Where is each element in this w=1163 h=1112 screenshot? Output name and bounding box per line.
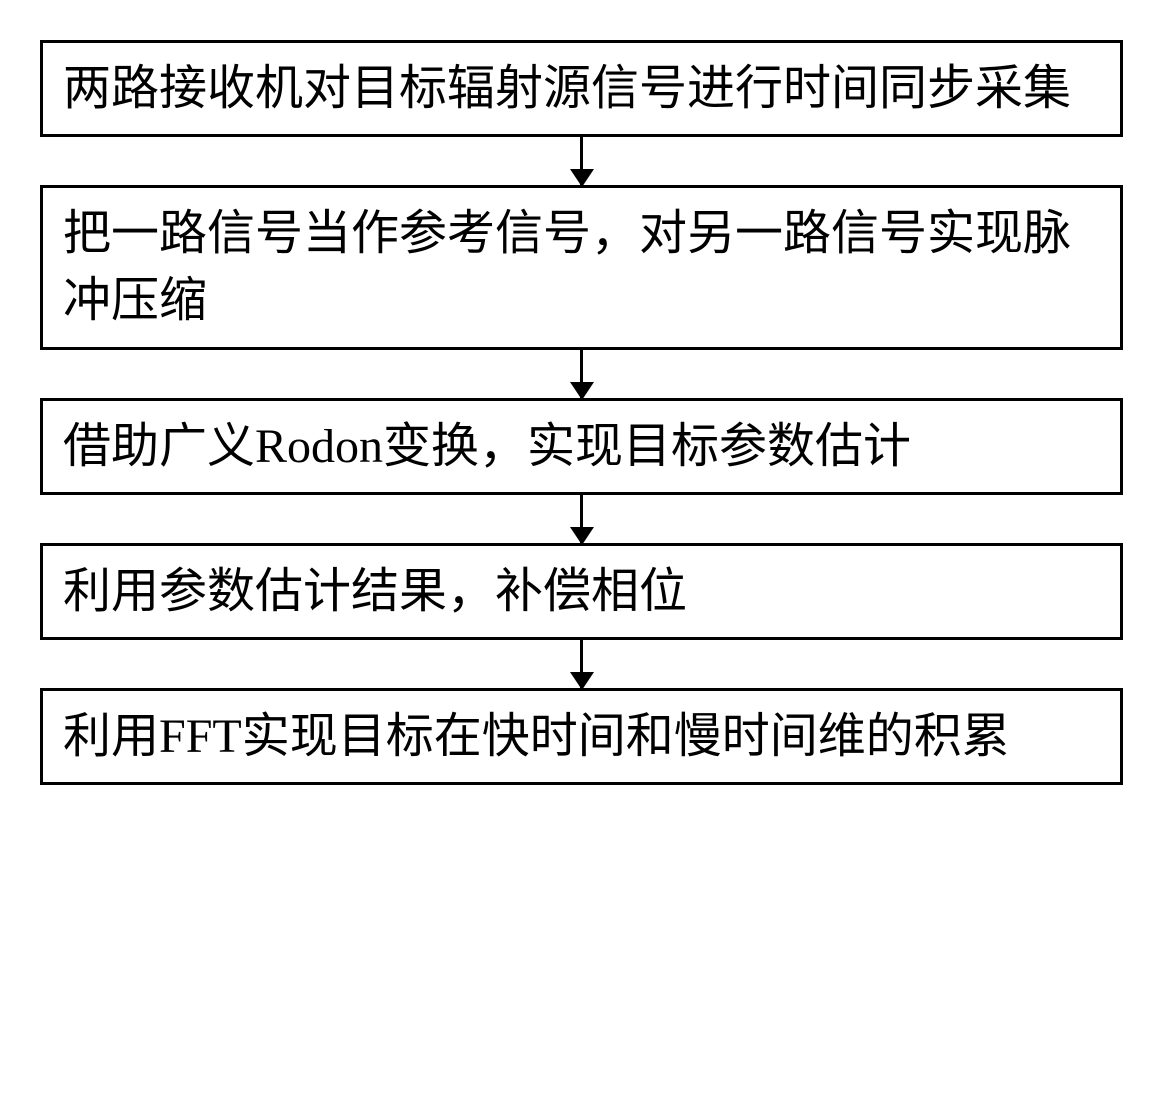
arrow-icon [580, 495, 583, 543]
arrow-2 [40, 350, 1123, 398]
arrow-4 [40, 640, 1123, 688]
flowchart-step-5: 利用FFT实现目标在快时间和慢时间维的积累 [40, 688, 1123, 785]
arrow-3 [40, 495, 1123, 543]
arrow-icon [580, 350, 583, 398]
step-text: 借助广义Rodon变换，实现目标参数估计 [63, 413, 1100, 480]
arrow-icon [580, 137, 583, 185]
step-text: 利用参数估计结果，补偿相位 [63, 558, 1100, 625]
flowchart-step-3: 借助广义Rodon变换，实现目标参数估计 [40, 398, 1123, 495]
step-text: 两路接收机对目标辐射源信号进行时间同步采集 [63, 55, 1100, 122]
flowchart-step-4: 利用参数估计结果，补偿相位 [40, 543, 1123, 640]
flowchart-container: 两路接收机对目标辐射源信号进行时间同步采集 把一路信号当作参考信号，对另一路信号… [40, 40, 1123, 785]
arrow-icon [580, 640, 583, 688]
flowchart-step-1: 两路接收机对目标辐射源信号进行时间同步采集 [40, 40, 1123, 137]
flowchart-step-2: 把一路信号当作参考信号，对另一路信号实现脉冲压缩 [40, 185, 1123, 349]
step-text: 把一路信号当作参考信号，对另一路信号实现脉冲压缩 [63, 200, 1100, 334]
arrow-1 [40, 137, 1123, 185]
step-text: 利用FFT实现目标在快时间和慢时间维的积累 [63, 703, 1100, 770]
